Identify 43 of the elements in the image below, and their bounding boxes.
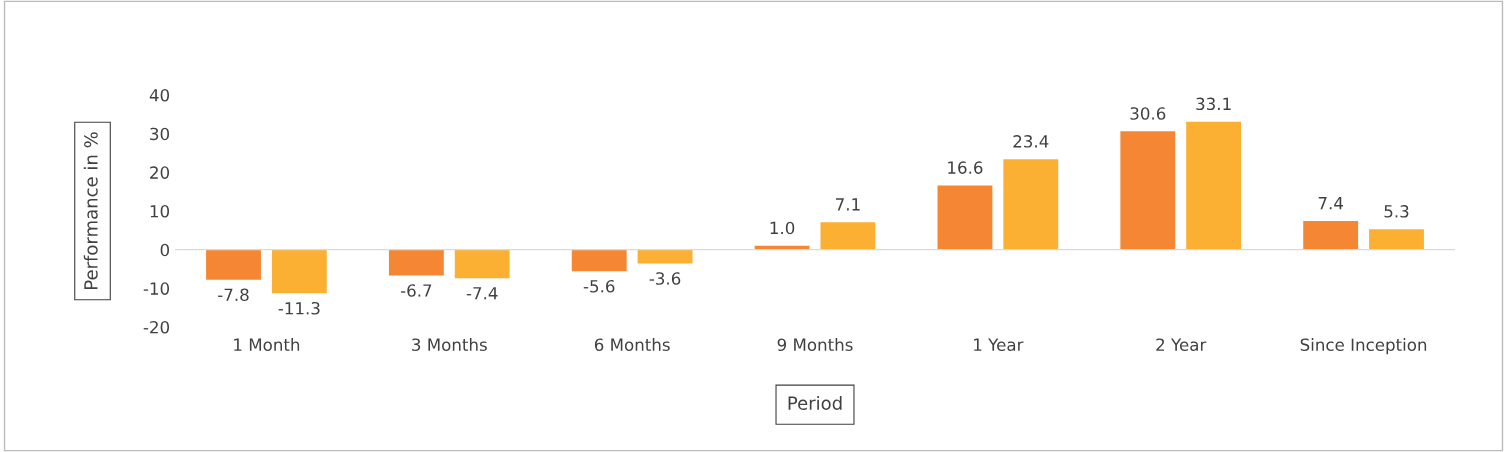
data-label: -7.4 bbox=[466, 287, 498, 300]
y-tick-label: 0 bbox=[160, 243, 170, 257]
bar bbox=[571, 249, 627, 272]
data-label: 33.1 bbox=[1196, 97, 1231, 111]
bar bbox=[1369, 229, 1424, 250]
data-label: 1.0 bbox=[770, 221, 795, 235]
bar bbox=[1120, 131, 1176, 250]
x-axis-title: Period bbox=[788, 395, 842, 410]
bar bbox=[206, 249, 261, 280]
data-label: -3.6 bbox=[649, 272, 681, 285]
data-label: -7.8 bbox=[218, 288, 249, 302]
data-label: -11.3 bbox=[278, 301, 320, 315]
bar bbox=[1303, 221, 1359, 250]
bar bbox=[1186, 121, 1242, 250]
y-tick-label: 30 bbox=[150, 127, 170, 141]
y-tick-label: -10 bbox=[143, 282, 170, 295]
y-axis-title: Performance in % bbox=[83, 132, 98, 289]
bar bbox=[937, 185, 993, 250]
y-tick-label: -20 bbox=[143, 320, 170, 334]
y-tick-label: 20 bbox=[150, 166, 170, 179]
y-tick-label: 40 bbox=[149, 88, 170, 102]
data-label: 30.6 bbox=[1130, 107, 1166, 120]
data-label: 5.3 bbox=[1384, 205, 1409, 218]
bar bbox=[1003, 159, 1059, 250]
data-label: 7.1 bbox=[836, 198, 860, 211]
bar bbox=[388, 249, 444, 276]
data-label: -5.6 bbox=[583, 279, 615, 293]
bar bbox=[454, 249, 510, 279]
data-label: 23.4 bbox=[1013, 135, 1049, 148]
x-tick-label: 1 Month bbox=[234, 338, 300, 352]
data-label: 16.6 bbox=[948, 161, 983, 174]
x-tick-label: 3 Months bbox=[412, 338, 487, 352]
x-tick-label: 2 Year bbox=[1156, 338, 1207, 352]
x-tick-label: 1 Year bbox=[974, 338, 1024, 352]
x-tick-label: 6 Months bbox=[594, 338, 670, 352]
data-label: -6.7 bbox=[400, 284, 432, 297]
x-tick-label: Since Inception bbox=[1300, 338, 1427, 355]
bar bbox=[637, 249, 693, 264]
bar bbox=[271, 249, 327, 294]
data-label: 7.4 bbox=[1318, 197, 1343, 210]
y-tick-label: 10 bbox=[150, 204, 170, 218]
x-tick-label: 9 Months bbox=[777, 338, 853, 352]
bar bbox=[820, 222, 876, 250]
